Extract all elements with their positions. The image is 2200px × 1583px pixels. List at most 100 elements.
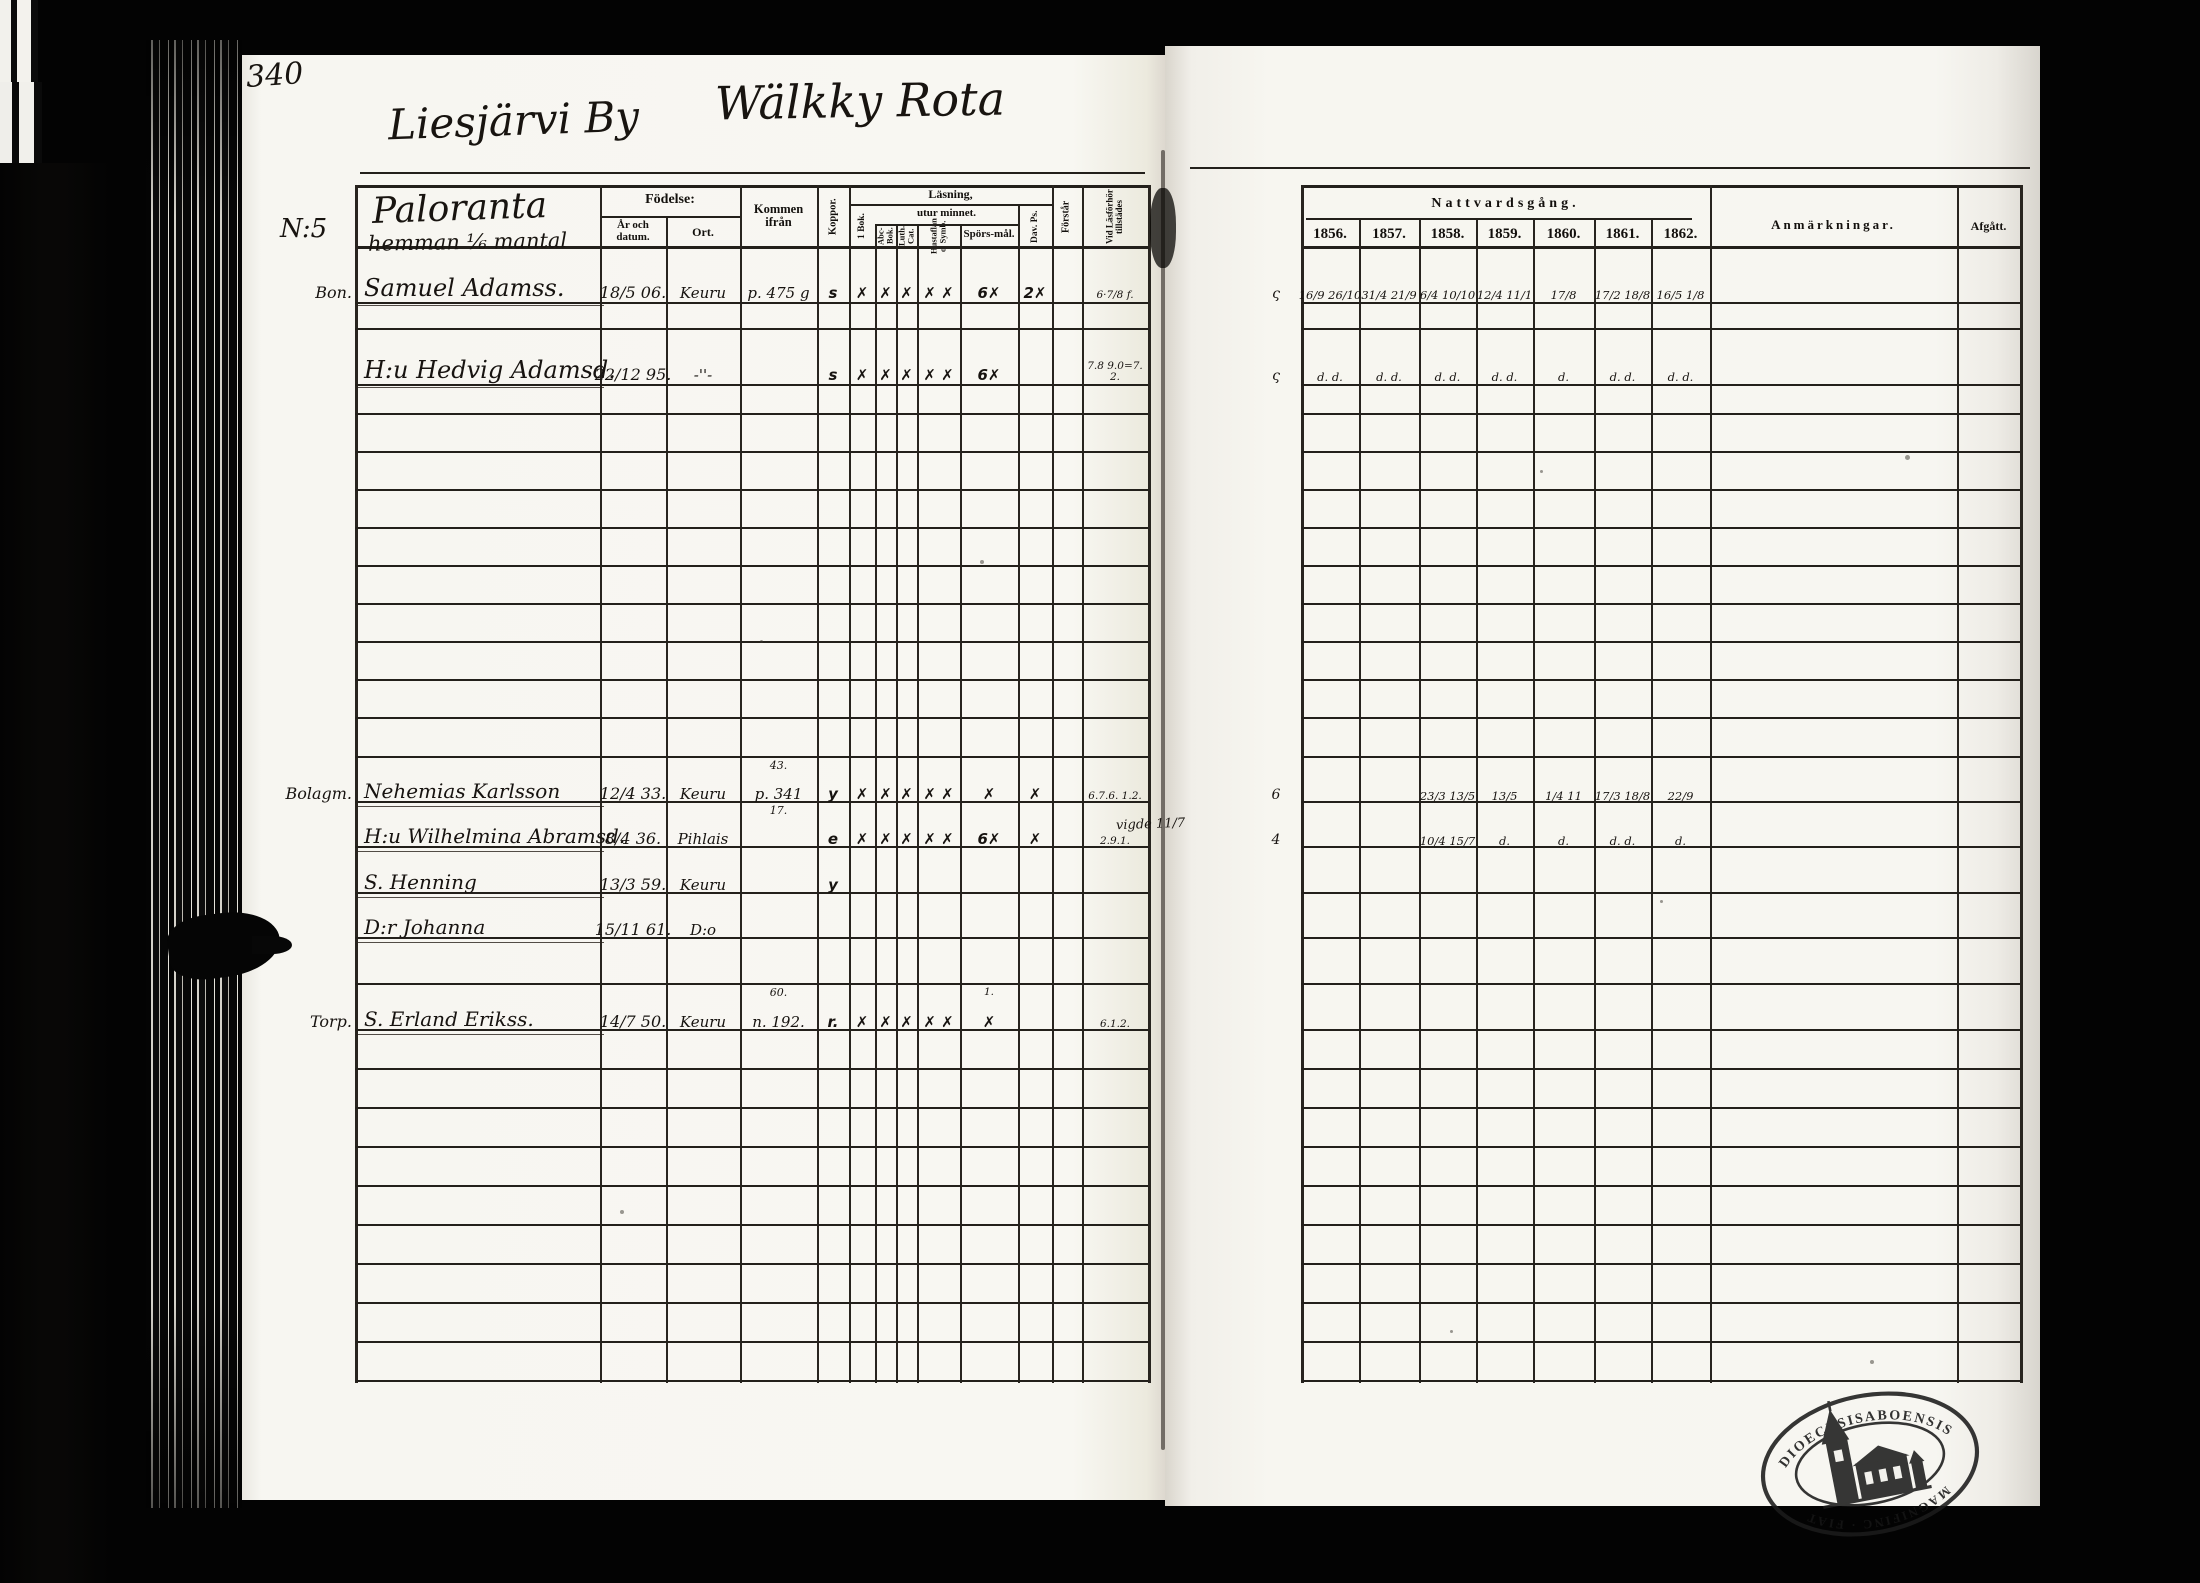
left-header-bottom <box>355 246 1148 249</box>
row-line-right <box>1301 756 2020 758</box>
row-line-right <box>1301 1302 2020 1304</box>
header-dav-ps: Dav. Ps. <box>1029 210 1040 243</box>
scan-speck <box>980 560 984 564</box>
row-line-left <box>355 1263 1148 1265</box>
left-page-top-rule <box>360 172 1145 174</box>
gutter-fold-line <box>1161 150 1165 1450</box>
row-line-right <box>1301 801 2020 803</box>
year-header: 1858. <box>1430 225 1465 242</box>
gutter-check-mark: 6 <box>1271 787 1281 803</box>
koppor-mark: e <box>827 830 839 848</box>
left-column-line <box>849 185 851 1383</box>
row-line-left <box>355 1068 1148 1070</box>
row-line-left <box>355 527 1148 529</box>
person-name: H:u Wilhelmina Abramsd. <box>358 803 625 852</box>
scan-speck <box>1450 1330 1453 1333</box>
left-column-line <box>960 226 962 1383</box>
row-line-left <box>355 1146 1148 1148</box>
vid-lasforhor-note: 6.7.6. 1.2. <box>1088 790 1142 803</box>
birth-date: 8/4 36. <box>604 829 662 848</box>
row-line-left <box>355 1029 1148 1031</box>
left-column-line <box>817 185 819 1383</box>
page-number: 340 <box>244 56 305 95</box>
communion-date: 13/5 <box>1491 789 1518 803</box>
row-line-left <box>355 892 1148 894</box>
header-anmarkningar: Anmärkningar. <box>1771 216 1896 232</box>
hust-mark: ✗ ✗ <box>923 1013 954 1031</box>
row-line-right <box>1301 1068 2020 1070</box>
communion-date: 17/8 <box>1550 288 1577 302</box>
came-from-note: 60. <box>769 986 788 999</box>
right-page <box>1165 46 2040 1506</box>
row-line-right <box>1301 1341 2020 1343</box>
vid-lasforhor-note: 6·7/8 f. <box>1096 289 1134 302</box>
koppor-mark: s <box>828 366 838 384</box>
row-line-right <box>1301 937 2020 939</box>
hust-mark: ✗ ✗ <box>923 785 954 803</box>
year-anm-divider <box>1710 185 1712 1383</box>
row-margin-label: Torp. <box>309 1012 352 1031</box>
left-column-line <box>666 218 668 1383</box>
left-column-line <box>917 226 919 1383</box>
row-line-right <box>1301 1380 2020 1382</box>
left-column-line <box>1018 206 1020 1383</box>
person-name: H:u Hedvig Adamsd. <box>358 330 616 388</box>
abc-mark: ✗ <box>879 785 892 803</box>
came-from-ref: p. 341 <box>754 785 803 803</box>
left-column-line <box>740 185 742 1383</box>
abc-mark: ✗ <box>879 830 892 848</box>
row-line-right <box>1301 527 2020 529</box>
row-line-left <box>355 679 1148 681</box>
luth-mark: ✗ <box>900 284 913 302</box>
header-koppor: Koppor. <box>827 198 839 235</box>
book-clasp-bottom <box>0 82 42 163</box>
communion-date: 16/5 1/8 <box>1656 288 1705 302</box>
header-nattvardsgang: Nattvardsgång. <box>1431 196 1580 212</box>
right-page-top-rule <box>1190 167 2030 169</box>
person-name: S. Henning <box>358 848 604 898</box>
row-line-left <box>355 717 1148 719</box>
book-clasp-top <box>0 0 38 82</box>
row-line-right <box>1301 641 2020 643</box>
vid-lasforhor-note: 7.8 9.0=7. 2. <box>1087 359 1143 384</box>
diocese-stamp: DIOECESISABOENSIS MAGNIFINC · FIAT <box>1760 1391 1980 1543</box>
year-header: 1860. <box>1546 225 1581 242</box>
communion-date: d. d. <box>1609 834 1636 848</box>
luth-mark: ✗ <box>900 1013 913 1031</box>
scan-speck <box>1660 900 1663 903</box>
header-forstar: Förstår <box>1060 200 1072 233</box>
row-line-right <box>1301 679 2020 681</box>
communion-date: d. d. <box>1317 370 1343 384</box>
person-name: S. Erland Erikss. <box>358 985 604 1035</box>
left-table-top <box>355 185 1148 188</box>
spors-mark: 6✗ <box>977 284 1001 302</box>
birth-place: Keuru <box>679 876 727 894</box>
birth-date: 12/4 33. <box>599 784 667 803</box>
row-line-right <box>1301 451 2020 453</box>
row-line-right <box>1301 1107 2020 1109</box>
left-column-line <box>1052 185 1054 1383</box>
row-line-right <box>1301 846 2020 848</box>
row-line-left <box>355 1380 1148 1382</box>
left-column-line <box>875 226 877 1383</box>
rota-title: Wälkky Rota <box>714 71 1006 131</box>
row-line-left <box>355 983 1148 985</box>
person-name: D:r Johanna <box>358 894 604 943</box>
communion-date: 17/2 18/8 <box>1594 288 1651 302</box>
stamp-outer-ring <box>1760 1391 1980 1537</box>
row-line-right <box>1301 892 2020 894</box>
bok1-mark: ✗ <box>855 1013 869 1031</box>
row-line-left <box>355 801 1148 803</box>
hust-mark: ✗ ✗ <box>923 366 954 384</box>
communion-date: d. d. <box>1667 370 1694 384</box>
year-header: 1857. <box>1372 225 1406 242</box>
bok1-mark: ✗ <box>855 284 869 302</box>
inner-row-line-left <box>355 302 1148 304</box>
birth-date: 14/7 50. <box>599 1012 667 1031</box>
birth-place: Pihlais <box>677 830 729 848</box>
row-margin-label: Bon. <box>315 283 352 302</box>
marginal-note: vigde 11/7 <box>1115 815 1186 834</box>
luth-mark: ✗ <box>900 785 913 803</box>
abc-mark: ✗ <box>879 1013 892 1031</box>
